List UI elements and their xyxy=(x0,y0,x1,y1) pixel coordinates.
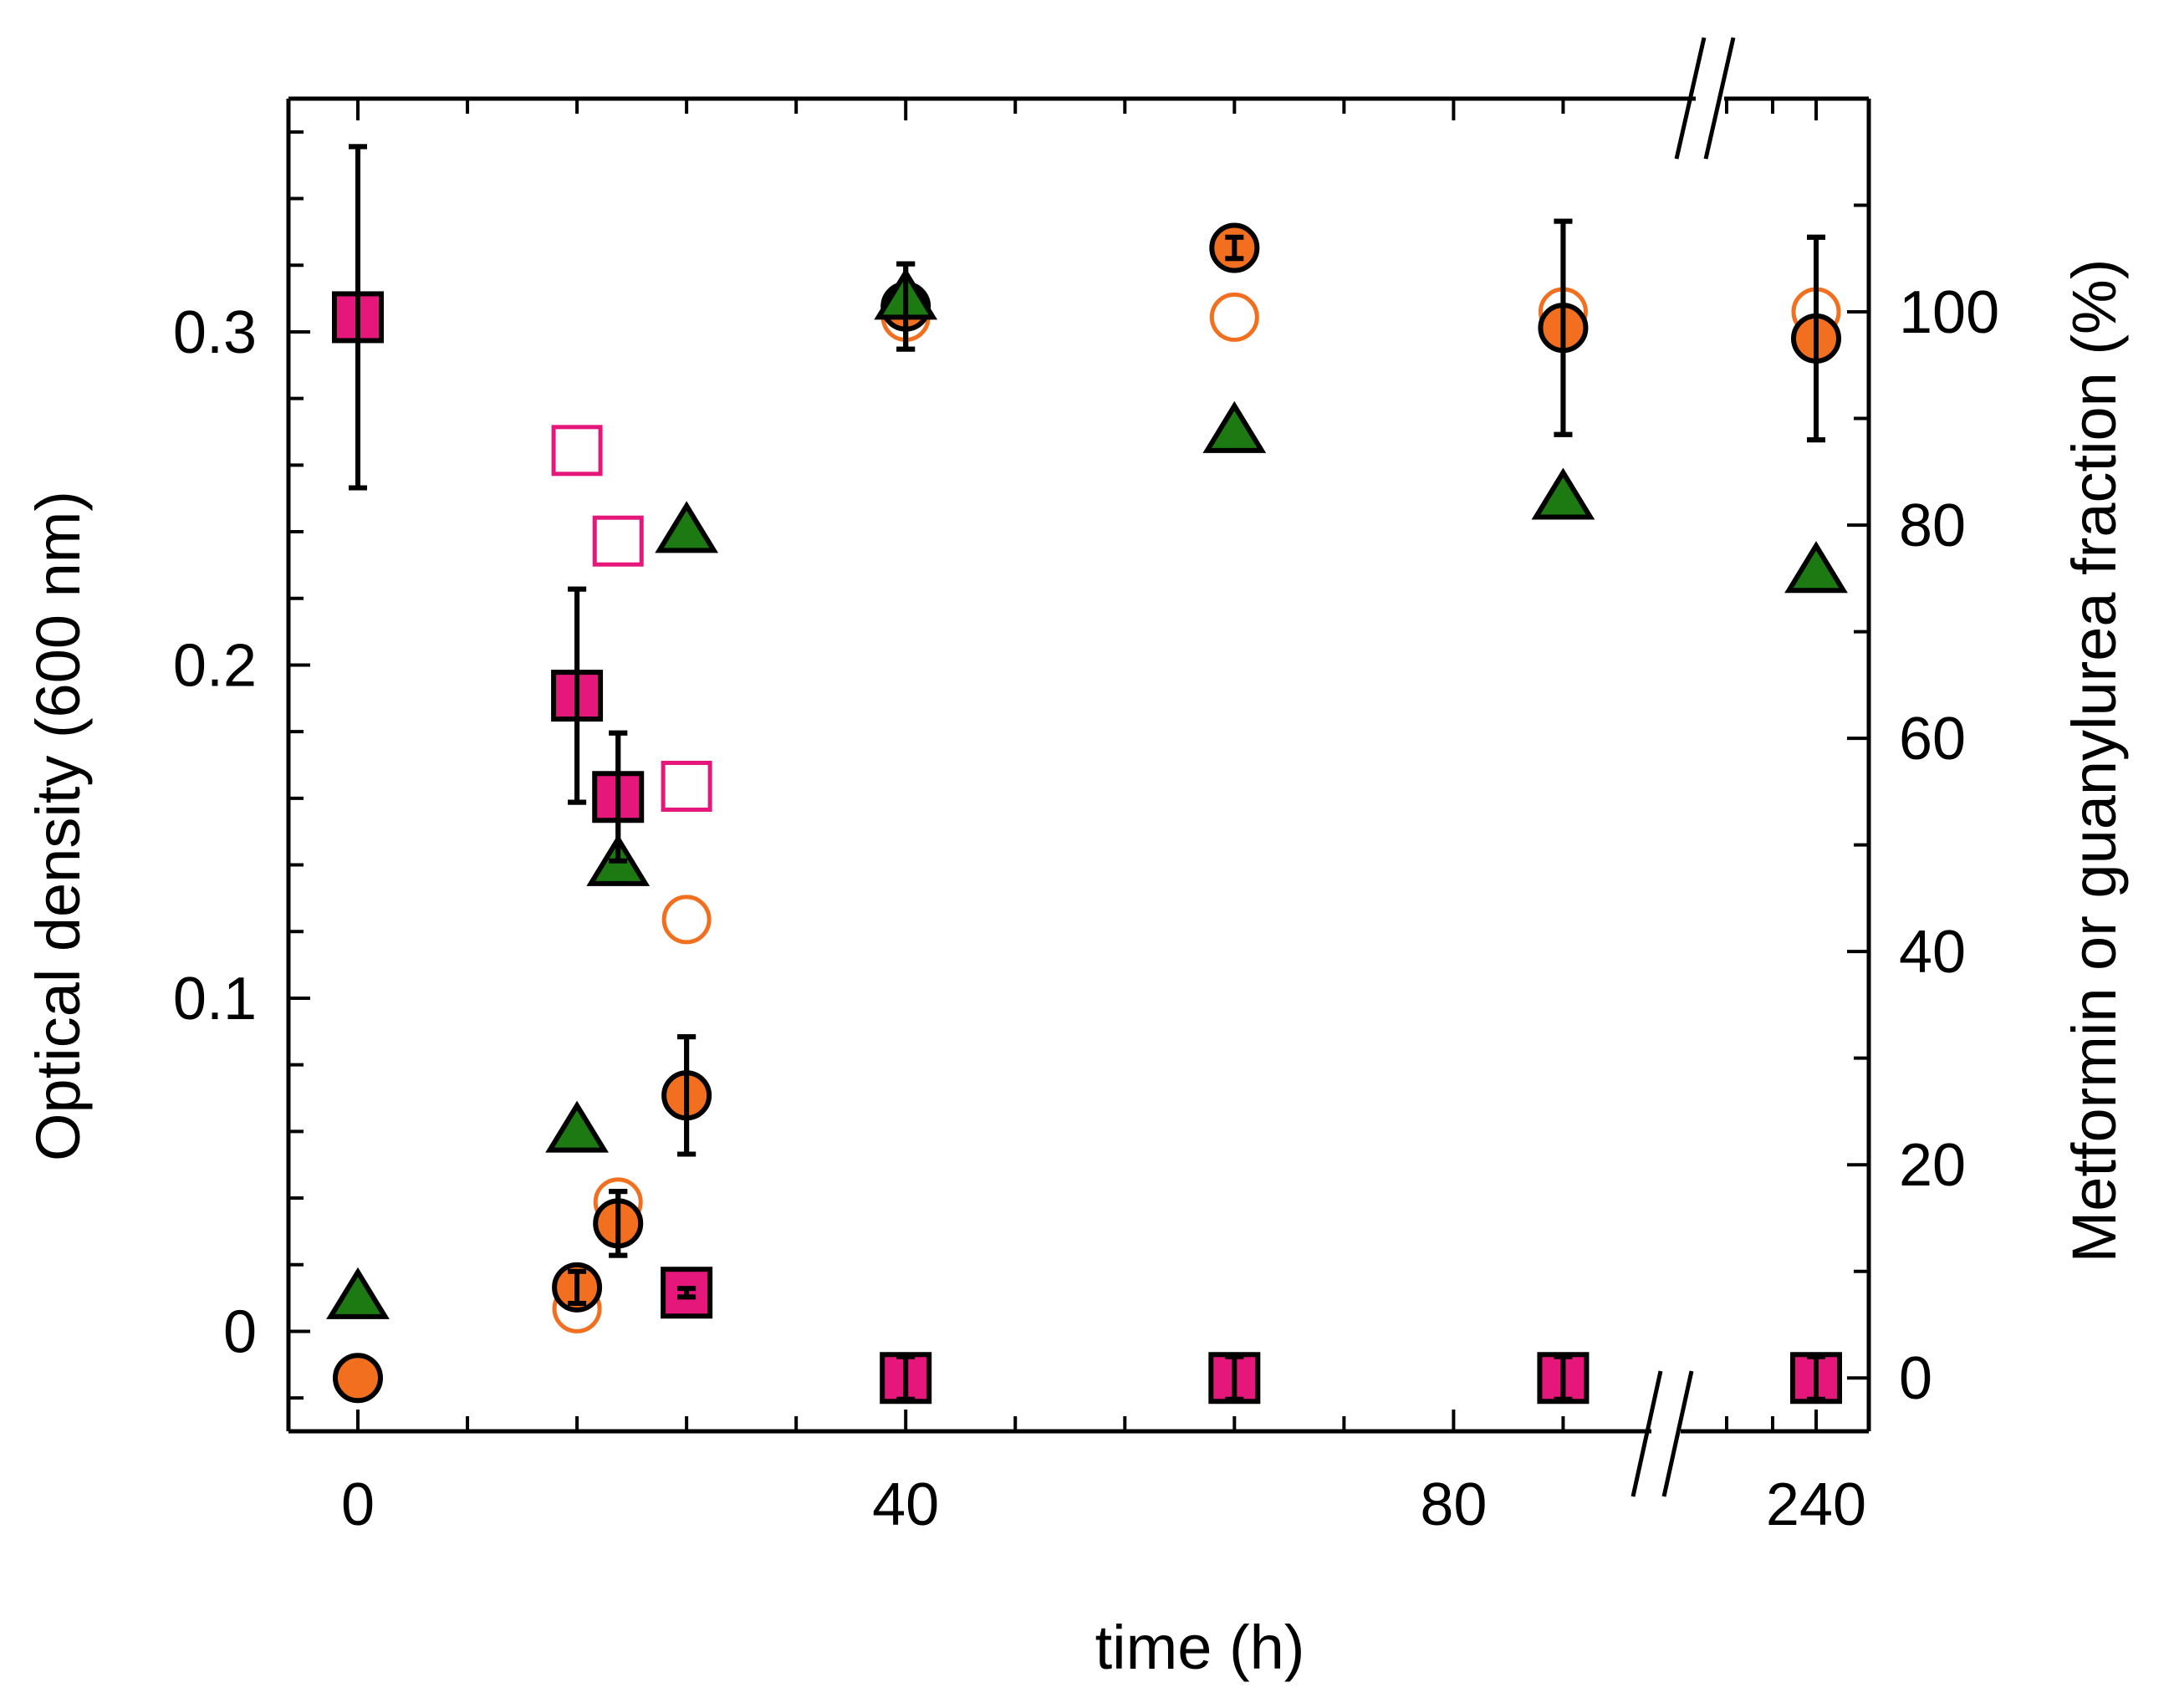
metformin-open-square-point xyxy=(592,515,644,567)
optical-density-triangle-point xyxy=(545,1100,609,1153)
x-axis-title: time (h) xyxy=(1095,1613,1305,1682)
guanylurea-open-circle-point xyxy=(1209,292,1259,342)
optical-density-triangle-point xyxy=(326,1267,390,1319)
y-left-tick-label: 0.2 xyxy=(173,632,257,699)
y-right-tick-label: 40 xyxy=(1899,919,1966,986)
optical-density-triangle-point xyxy=(1202,400,1267,453)
errorbar-layer xyxy=(349,144,1825,1402)
y-left-tick-label: 0.1 xyxy=(173,966,257,1032)
y-axis-right-title: Metformin or guanylurea fraction (%) xyxy=(2059,259,2129,1263)
metformin-filled-square-point xyxy=(661,1267,713,1319)
marker-layer xyxy=(326,144,1848,1405)
axes-layer xyxy=(286,37,1871,1497)
x-tick-label: 240 xyxy=(1766,1471,1866,1538)
axis-break-top-mark xyxy=(1674,37,1707,160)
label-layer: time (h) Optical density (600 nm) Metfor… xyxy=(23,259,2129,1682)
x-tick-label: 40 xyxy=(872,1471,939,1538)
optical-density-triangle-point xyxy=(655,501,719,553)
y-axis-left-title: Optical density (600 nm) xyxy=(23,491,93,1161)
axis-break-top-mark xyxy=(1703,37,1736,160)
metformin-open-square-point xyxy=(661,761,712,813)
y-right-tick-label: 100 xyxy=(1899,279,1999,346)
guanylurea-open-circle-point xyxy=(661,895,712,945)
y-right-tick-label: 20 xyxy=(1899,1132,1966,1199)
y-left-tick-label: 0.3 xyxy=(173,299,257,366)
y-right-tick-label: 60 xyxy=(1899,706,1966,772)
x-tick-label: 0 xyxy=(341,1471,375,1538)
metformin-open-square-point xyxy=(551,425,603,477)
optical-density-triangle-point xyxy=(1784,541,1848,594)
y-right-tick-label: 0 xyxy=(1899,1345,1932,1412)
axis-break-bottom-mark xyxy=(1630,1370,1663,1497)
axis-break-bottom-mark xyxy=(1661,1370,1694,1497)
optical-density-triangle-point xyxy=(1531,467,1595,520)
guanylurea-filled-circle-point xyxy=(333,1353,383,1404)
x-tick-label: 80 xyxy=(1420,1471,1487,1538)
y-left-tick-label: 0 xyxy=(223,1298,257,1365)
y-right-tick-label: 80 xyxy=(1899,492,1966,559)
